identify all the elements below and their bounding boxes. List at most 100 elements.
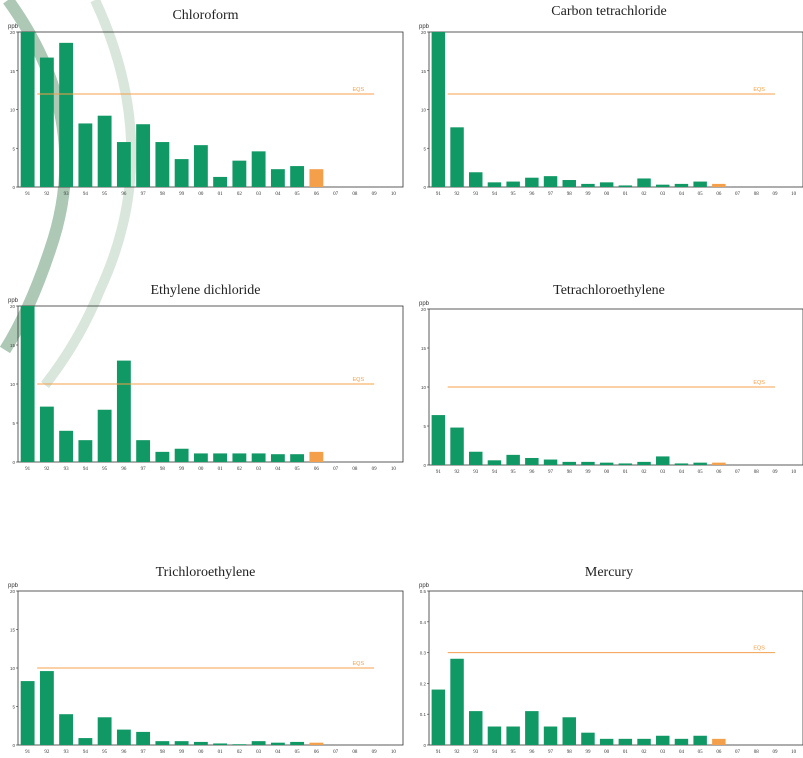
bar xyxy=(506,181,520,187)
bar xyxy=(39,671,54,745)
x-tick-label: 93 xyxy=(64,467,70,472)
x-tick-label: 04 xyxy=(679,470,685,475)
bar xyxy=(581,732,595,745)
bar xyxy=(656,456,670,465)
bar xyxy=(431,32,446,187)
x-tick-label: 06 xyxy=(314,467,320,472)
bar xyxy=(487,460,502,465)
x-tick-label: 97 xyxy=(141,750,147,755)
chart-title: Carbon tetrachloride xyxy=(551,4,667,19)
x-tick-label: 91 xyxy=(436,470,442,475)
x-tick-label: 08 xyxy=(754,750,760,755)
x-tick-label: 07 xyxy=(735,192,741,197)
x-tick-label: 06 xyxy=(314,192,320,197)
chart-panel-chloroform: Chloroform ppb 0 5 10 15 20 91 92 93 94 95 96 97 98 99… xyxy=(8,8,404,197)
x-tick-label: 91 xyxy=(436,192,442,197)
y-tick-label: 0 xyxy=(423,743,426,748)
y-tick-label: 15 xyxy=(421,69,427,74)
x-tick-label: 09 xyxy=(772,470,778,475)
x-tick-label: 98 xyxy=(567,470,573,475)
bar xyxy=(232,453,247,462)
bar xyxy=(78,738,93,745)
chart-title: Trichloroethylene xyxy=(155,565,256,580)
y-tick-label: 20 xyxy=(10,589,16,594)
x-tick-label: 01 xyxy=(218,467,224,472)
x-tick-label: 94 xyxy=(492,750,498,755)
x-tick-label: 04 xyxy=(275,192,281,197)
bar xyxy=(637,461,651,465)
bar xyxy=(97,717,112,745)
x-tick-label: 91 xyxy=(25,467,31,472)
bar xyxy=(39,57,54,188)
x-tick-label: 01 xyxy=(623,192,629,197)
chart-panel-ethylene-dichloride: Ethylene dichloride ppb 0 5 10 15 20 91 92 93 94 9… xyxy=(8,283,404,472)
x-tick-label: 92 xyxy=(455,750,461,755)
x-tick-label: 05 xyxy=(698,750,704,755)
bar xyxy=(469,172,483,187)
x-tick-label: 07 xyxy=(735,470,741,475)
x-tick-label: 09 xyxy=(372,750,378,755)
y-tick-label: 0.2 xyxy=(420,681,427,686)
eqs-label: EQS xyxy=(353,377,365,383)
x-tick-label: 04 xyxy=(679,750,685,755)
y-tick-label: 5 xyxy=(12,146,15,151)
x-tick-label: 02 xyxy=(237,750,243,755)
bar xyxy=(20,306,35,462)
y-tick-label: 0 xyxy=(12,743,15,748)
x-tick-label: 93 xyxy=(473,750,479,755)
x-tick-label: 05 xyxy=(295,750,301,755)
x-tick-label: 97 xyxy=(548,192,554,197)
bar xyxy=(562,180,576,187)
x-tick-label: 00 xyxy=(604,750,610,755)
x-tick-label: 99 xyxy=(179,750,185,755)
bar-current-year xyxy=(712,183,726,187)
bar xyxy=(581,183,595,187)
x-tick-label: 00 xyxy=(198,192,204,197)
x-tick-label: 01 xyxy=(218,192,224,197)
x-tick-label: 03 xyxy=(256,192,262,197)
y-tick-label: 15 xyxy=(10,343,16,348)
x-tick-label: 10 xyxy=(791,192,797,197)
eqs-label: EQS xyxy=(753,646,765,652)
x-tick-label: 09 xyxy=(772,750,778,755)
eqs-label: EQS xyxy=(753,87,765,93)
bar xyxy=(136,440,151,462)
bar xyxy=(155,142,170,187)
bar xyxy=(193,145,208,187)
x-tick-label: 07 xyxy=(735,750,741,755)
x-tick-label: 97 xyxy=(548,470,554,475)
bar xyxy=(450,658,464,745)
bar xyxy=(39,406,54,462)
x-tick-label: 07 xyxy=(333,192,339,197)
x-tick-label: 95 xyxy=(511,750,517,755)
bar xyxy=(674,183,689,187)
y-tick-label: 0 xyxy=(12,460,15,465)
chart-title: Ethylene dichloride xyxy=(150,283,261,298)
y-tick-label: 5 xyxy=(423,146,426,151)
bar xyxy=(193,741,208,745)
x-tick-label: 99 xyxy=(585,192,591,197)
bar xyxy=(78,123,93,187)
x-tick-label: 98 xyxy=(160,750,166,755)
y-axis-label: ppb xyxy=(419,301,430,307)
x-tick-label: 06 xyxy=(716,470,722,475)
bar xyxy=(290,454,305,462)
x-tick-label: 99 xyxy=(179,467,185,472)
bar xyxy=(562,717,576,745)
x-tick-label: 93 xyxy=(473,192,479,197)
bar xyxy=(270,169,285,187)
x-tick-label: 94 xyxy=(492,470,498,475)
bar xyxy=(450,427,464,465)
x-tick-label: 96 xyxy=(121,467,127,472)
bar xyxy=(693,181,707,187)
x-tick-label: 98 xyxy=(567,192,573,197)
x-tick-label: 03 xyxy=(256,467,262,472)
y-tick-label: 0.3 xyxy=(420,651,427,656)
y-tick-label: 5 xyxy=(423,424,426,429)
bar xyxy=(469,711,483,745)
bar xyxy=(251,151,266,187)
bar xyxy=(270,454,285,462)
bar xyxy=(59,714,74,745)
x-tick-label: 99 xyxy=(585,470,591,475)
x-tick-label: 99 xyxy=(585,750,591,755)
